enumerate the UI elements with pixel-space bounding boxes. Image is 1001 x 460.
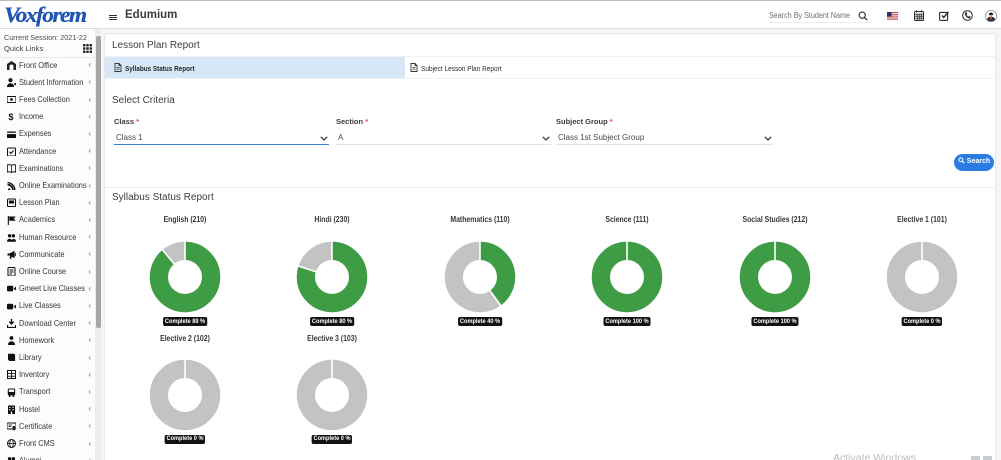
- svg-text:$: $: [9, 112, 14, 121]
